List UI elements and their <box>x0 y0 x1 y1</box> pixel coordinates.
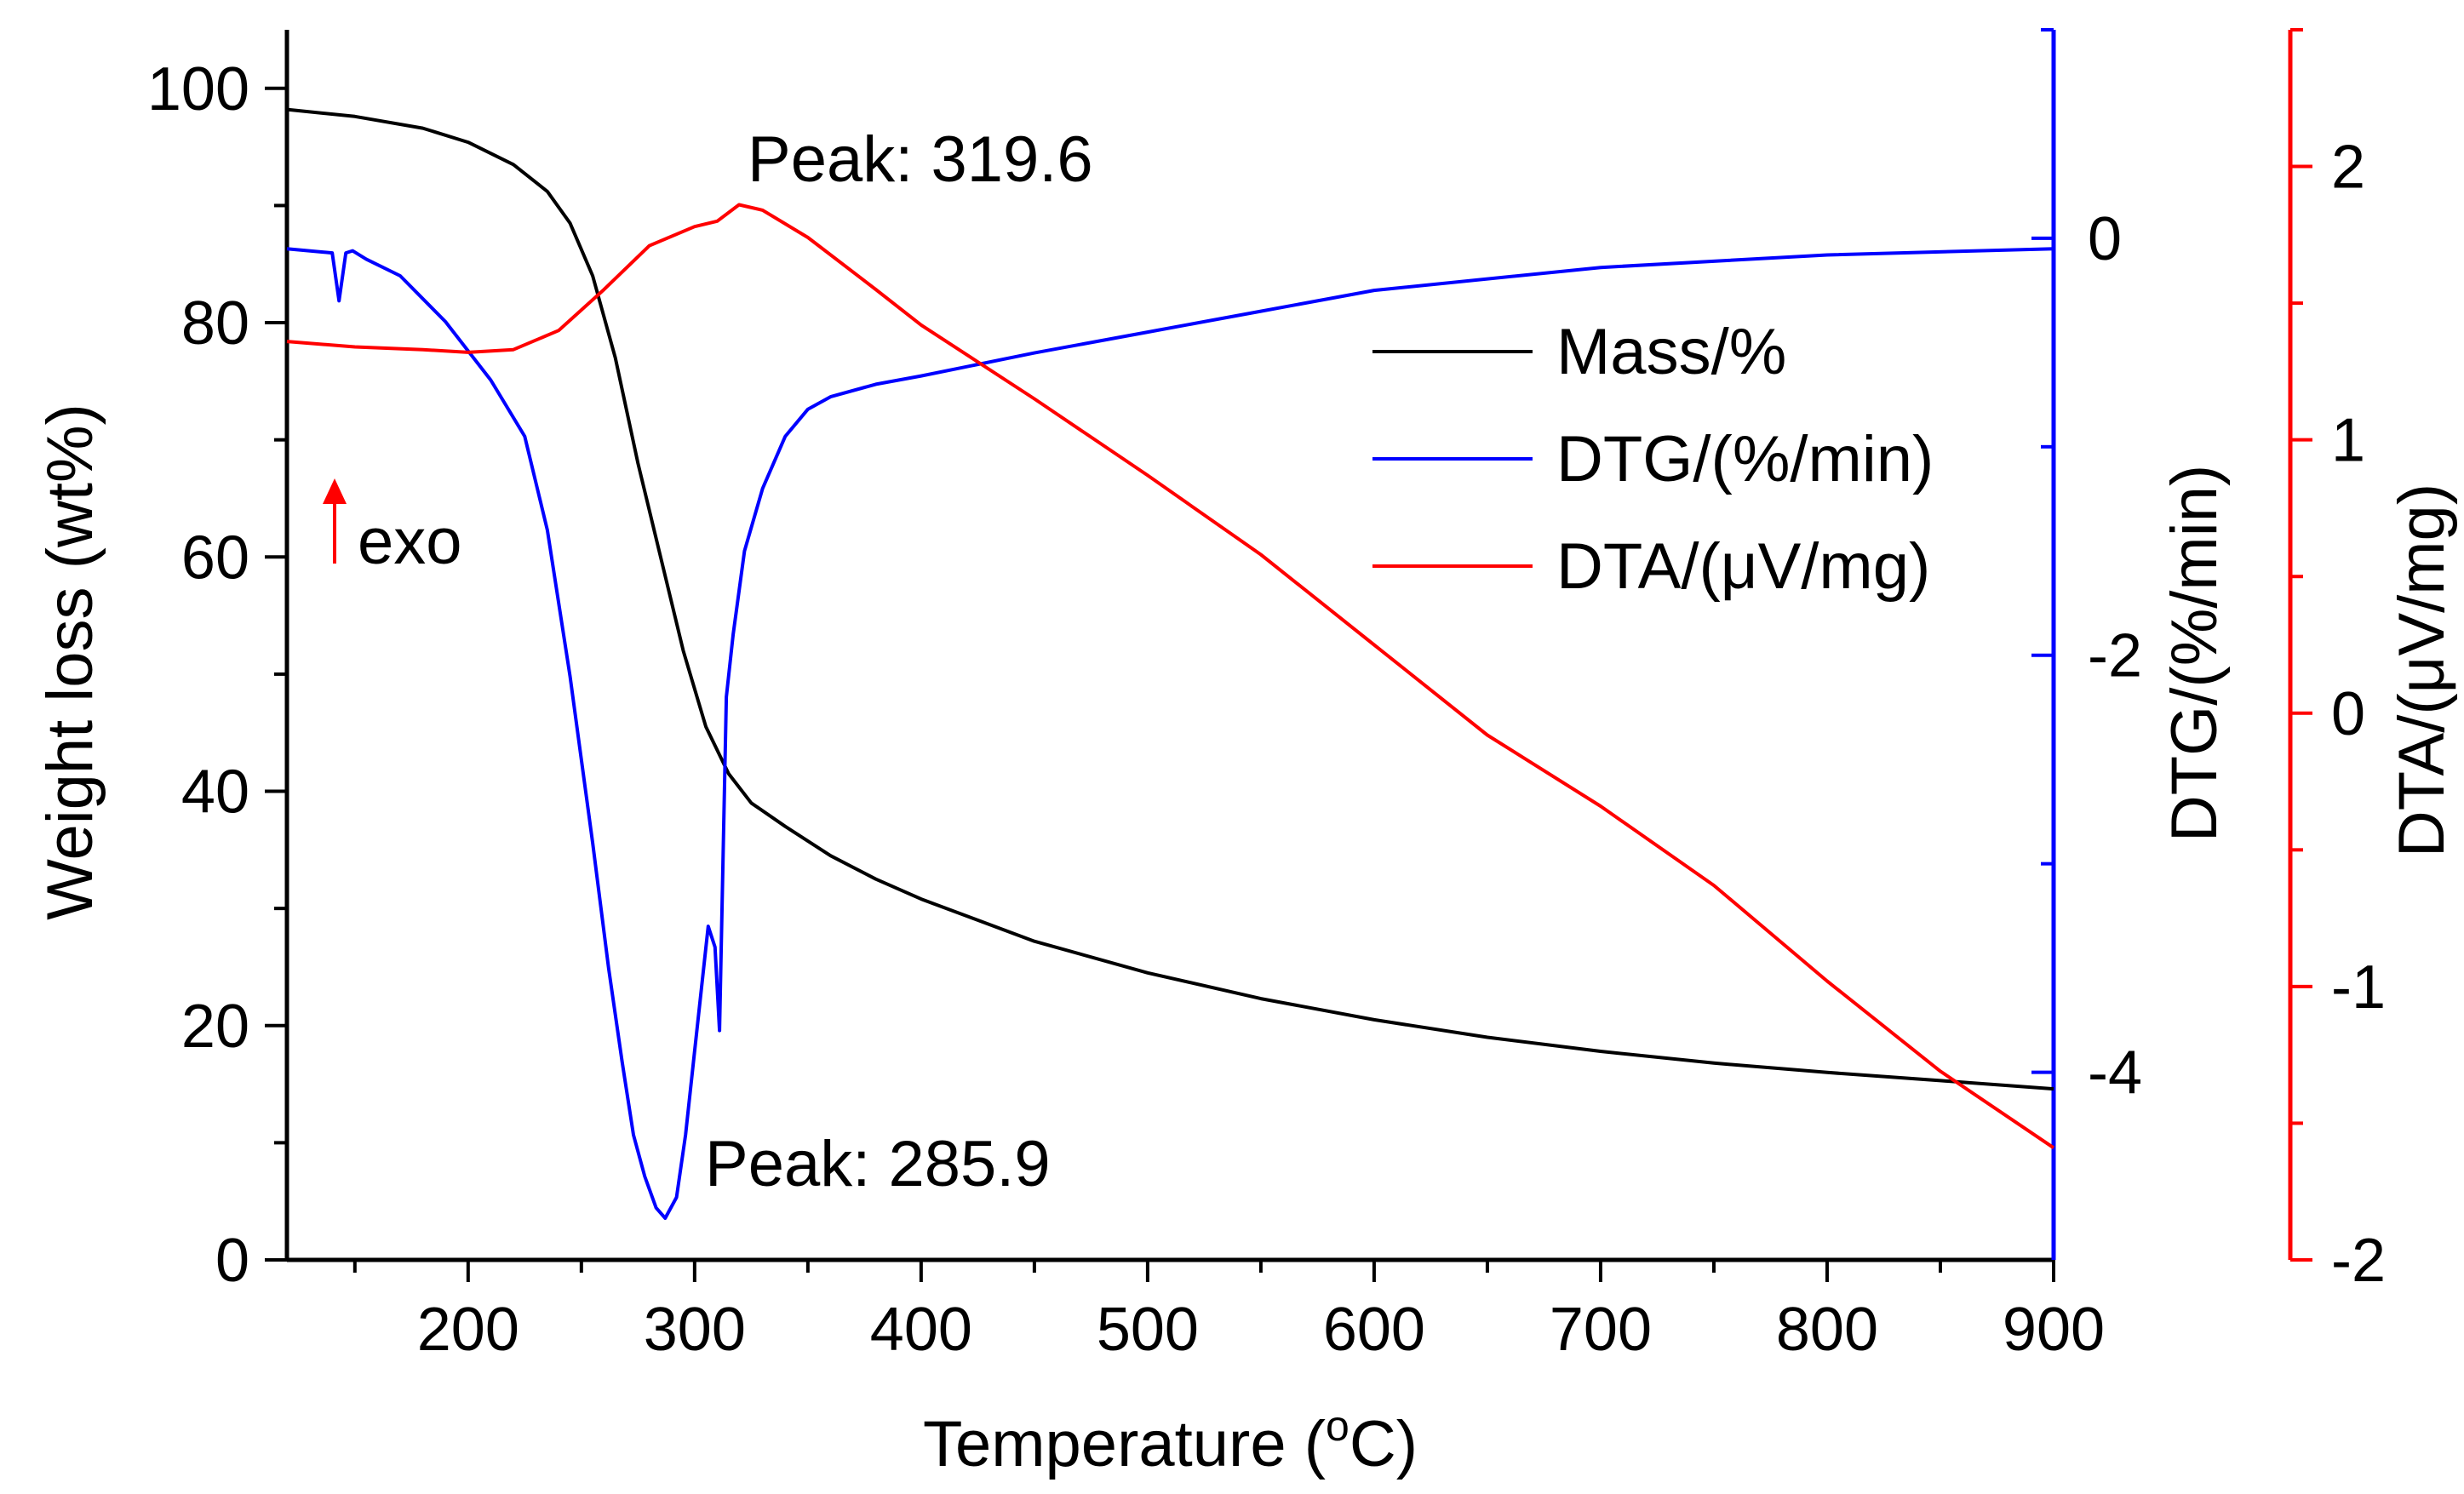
x-tick-label: 600 <box>1323 1296 1425 1364</box>
series-line-1 <box>286 247 2054 1220</box>
x-tick-label: 400 <box>870 1296 972 1364</box>
dta-tick-label: -2 <box>2331 1227 2386 1295</box>
dtg-tick-label: 0 <box>2088 205 2122 273</box>
dta-tick-label: 1 <box>2331 407 2365 475</box>
x-tick-label: 300 <box>644 1296 746 1364</box>
x-tick-label: 800 <box>1776 1296 1878 1364</box>
left-y-tick-label: 60 <box>181 524 249 592</box>
x-axis-title: Temperature (oC) <box>923 1402 1418 1480</box>
legend-label-dta: DTA/(μV/mg) <box>1556 530 1930 603</box>
x-axis-title-unit: C) <box>1349 1408 1418 1480</box>
left-y-tick-label: 100 <box>147 55 249 123</box>
x-tick-label: 200 <box>417 1296 519 1364</box>
left-y-axis-title: Weight loss (wt%) <box>34 404 106 920</box>
left-y-tick-label: 20 <box>181 993 249 1061</box>
exo-label: exo <box>358 506 462 578</box>
dtg-y-axis-title: DTG/(%/min) <box>2158 465 2231 842</box>
dta-tick-label: -1 <box>2331 953 2386 1022</box>
ticks-layer: 200 300 400 500 600 700 800 900020406080100-4-2… <box>147 28 2386 1364</box>
dta-tick-label: 0 <box>2331 680 2365 748</box>
series-line-2 <box>286 203 2055 1149</box>
legend-label-mass: Mass/% <box>1556 316 1786 388</box>
dta-y-axis-title: DTA/(μV/mg) <box>2386 484 2458 857</box>
left-y-tick-label: 40 <box>181 758 249 827</box>
dta-tick-label: 2 <box>2331 134 2365 202</box>
left-y-tick-label: 80 <box>181 289 249 358</box>
exo-arrow-icon <box>323 478 347 504</box>
legend-label-dtg: DTG/(%/min) <box>1556 423 1934 495</box>
left-y-tick-label: 0 <box>215 1227 249 1295</box>
x-tick-label: 500 <box>1097 1296 1199 1364</box>
x-tick-label: 700 <box>1550 1296 1652 1364</box>
dtg-peak-annotation: Peak: 285.9 <box>705 1128 1051 1200</box>
dta-peak-annotation: Peak: 319.6 <box>748 123 1093 196</box>
dtg-tick-label: -4 <box>2088 1039 2142 1108</box>
x-axis-title-degree: o <box>1326 1402 1349 1450</box>
x-tick-label: 900 <box>2003 1296 2105 1364</box>
series-line-0 <box>286 107 2054 1091</box>
dtg-tick-label: -2 <box>2088 622 2142 690</box>
legend: Mass/% DTG/(%/min) DTA/(μV/mg) <box>1372 316 1934 603</box>
exo-indicator: exo <box>323 478 462 578</box>
series-layer <box>286 107 2055 1220</box>
